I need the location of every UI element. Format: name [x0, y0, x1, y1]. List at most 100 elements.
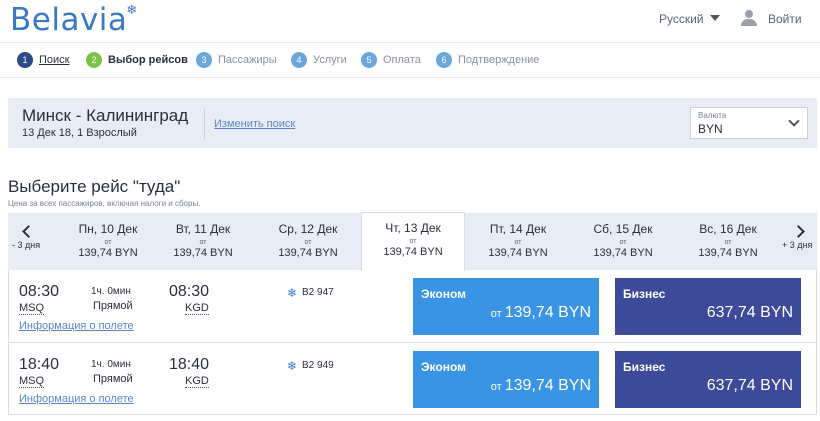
date-tab[interactable]: Пт, 14 Дек от 139,74 BYN: [466, 213, 570, 270]
flight-row: 18:40 MSQ 1ч. 0мин Прямой 18:40 KGD Инфо…: [9, 342, 816, 414]
economy-fare-button[interactable]: Эконом от 139,74 BYN: [413, 351, 599, 408]
date-tab[interactable]: Вт, 11 Дек от 139,74 BYN: [151, 213, 255, 270]
date-price: 139,74 BYN: [78, 247, 138, 259]
date-label: Ср, 12 Дек: [278, 222, 338, 236]
date-label: Сб, 15 Дек: [593, 222, 653, 236]
step-confirmation: 6 Подтверждение: [436, 52, 539, 68]
date-label: Вт, 11 Дек: [175, 222, 231, 236]
caret-down-icon[interactable]: [710, 15, 720, 21]
fare-name: Эконом: [421, 360, 467, 374]
change-search-link[interactable]: Изменить поиск: [214, 118, 296, 130]
belavia-logo[interactable]: Belavia ❄: [10, 2, 138, 38]
step-number: 1: [17, 52, 33, 68]
date-label: Пт, 14 Дек: [489, 222, 547, 236]
from-label: от: [490, 381, 502, 393]
date-price: 139,74 BYN: [698, 247, 758, 259]
business-fare-button[interactable]: Бизнес 637,74 BYN: [615, 278, 801, 335]
date-tab[interactable]: Сб, 15 Дек от 139,74 BYN: [571, 213, 675, 270]
next-dates-button[interactable]: + 3 дня: [782, 225, 813, 250]
departure-airport[interactable]: MSQ: [19, 302, 45, 315]
flight-type: Прямой: [93, 300, 133, 312]
date-label: Чт, 13 Дек: [385, 221, 441, 235]
prev-dates-button[interactable]: - 3 дня: [12, 225, 41, 250]
fare-price: 637,74 BYN: [706, 377, 793, 394]
step-number: 4: [291, 52, 307, 68]
divider: [204, 108, 205, 140]
route-summary: Минск - Калининград 13 Дек 18, 1 Взрослы…: [8, 98, 817, 148]
arrival-airport[interactable]: KGD: [185, 375, 209, 388]
price-value: 139,74 BYN: [504, 304, 591, 321]
fare-name: Бизнес: [623, 287, 666, 301]
fare-name: Эконом: [421, 287, 467, 301]
route-details: 13 Дек 18, 1 Взрослый: [22, 127, 137, 139]
from-label: от: [304, 239, 312, 246]
flight-row: 08:30 MSQ 1ч. 0мин Прямой 08:30 KGD Инфо…: [9, 270, 816, 342]
flight-duration: 1ч. 0мин: [91, 286, 131, 297]
language-selector[interactable]: Русский: [659, 12, 704, 26]
next-dates-label: + 3 дня: [782, 240, 813, 250]
arrival-airport[interactable]: KGD: [185, 302, 209, 315]
date-selector: - 3 дня Пн, 10 Дек от 139,74 BYN Вт, 11 …: [8, 212, 817, 271]
from-label: от: [490, 308, 502, 320]
date-price: 139,74 BYN: [593, 247, 653, 259]
date-price: 139,74 BYN: [278, 247, 338, 259]
step-payment: 5 Оплата: [361, 52, 421, 68]
date-tab-selected[interactable]: Чт, 13 Дек от 139,74 BYN: [361, 212, 465, 271]
price-value: 139,74 BYN: [504, 377, 591, 394]
from-label: от: [619, 239, 627, 246]
step-number: 6: [436, 52, 452, 68]
from-label: от: [199, 239, 207, 246]
date-price: 139,74 BYN: [383, 246, 443, 258]
currency-label: Валюта: [698, 111, 727, 120]
step-number: 3: [196, 52, 212, 68]
step-label: Выбор рейсов: [108, 54, 188, 66]
departure-time: 08:30: [19, 283, 60, 300]
logo-text: Belavia: [10, 2, 128, 38]
step-label: Подтверждение: [458, 54, 540, 66]
step-services: 4 Услуги: [291, 52, 347, 68]
currency-select[interactable]: Валюта BYN: [690, 107, 808, 139]
date-price: 139,74 BYN: [173, 247, 233, 259]
from-label: от: [514, 239, 522, 246]
date-label: Пн, 10 Дек: [78, 222, 138, 236]
chevron-right-icon: [792, 225, 805, 238]
fare-price: 637,74 BYN: [706, 304, 793, 321]
flight-info-link[interactable]: Информация о полете: [19, 320, 134, 332]
step-label: Поиск: [39, 54, 70, 66]
snowflake-icon: ❄: [287, 359, 298, 373]
price-note: Цена за всех пассажиров, включая налоги …: [8, 199, 201, 208]
step-number: 2: [86, 52, 102, 68]
from-label: от: [104, 239, 112, 246]
user-icon[interactable]: [741, 10, 757, 26]
step-passengers: 3 Пассажиры: [196, 52, 277, 68]
business-fare-button[interactable]: Бизнес 637,74 BYN: [615, 351, 801, 408]
prev-dates-label: - 3 дня: [12, 240, 41, 250]
date-label: Вс, 16 Дек: [699, 222, 757, 236]
fare-price: от 139,74 BYN: [491, 304, 591, 322]
fare-price: от 139,74 BYN: [491, 377, 591, 395]
section-title: Выберите рейс "туда": [8, 177, 181, 196]
top-header: Belavia ❄ Русский Войти: [0, 0, 820, 40]
date-tab[interactable]: Пн, 10 Дек от 139,74 BYN: [56, 213, 160, 270]
date-tab[interactable]: Ср, 12 Дек от 139,74 BYN: [256, 213, 360, 270]
snowflake-icon: ❄: [126, 3, 138, 18]
economy-fare-button[interactable]: Эконом от 139,74 BYN: [413, 278, 599, 335]
chevron-down-icon: [788, 115, 800, 127]
flight-list: 08:30 MSQ 1ч. 0мин Прямой 08:30 KGD Инфо…: [8, 270, 817, 415]
departure-time: 18:40: [19, 356, 60, 373]
booking-steps: 1 Поиск 2 Выбор рейсов 3 Пассажиры 4 Усл…: [0, 42, 820, 78]
from-label: от: [409, 238, 417, 245]
flight-info-link[interactable]: Информация о полете: [19, 393, 134, 405]
step-search[interactable]: 1 Поиск: [17, 52, 69, 68]
flight-number: B2 949: [302, 360, 334, 371]
date-tab[interactable]: Вс, 16 Дек от 139,74 BYN: [676, 213, 780, 270]
snowflake-icon: ❄: [287, 286, 298, 300]
step-label: Пассажиры: [218, 54, 277, 66]
arrival-time: 18:40: [169, 356, 210, 373]
step-label: Услуги: [313, 54, 347, 66]
flight-type: Прямой: [93, 373, 133, 385]
step-label: Оплата: [383, 54, 421, 66]
departure-airport[interactable]: MSQ: [19, 375, 45, 388]
login-link[interactable]: Войти: [768, 12, 802, 26]
from-label: от: [724, 239, 732, 246]
